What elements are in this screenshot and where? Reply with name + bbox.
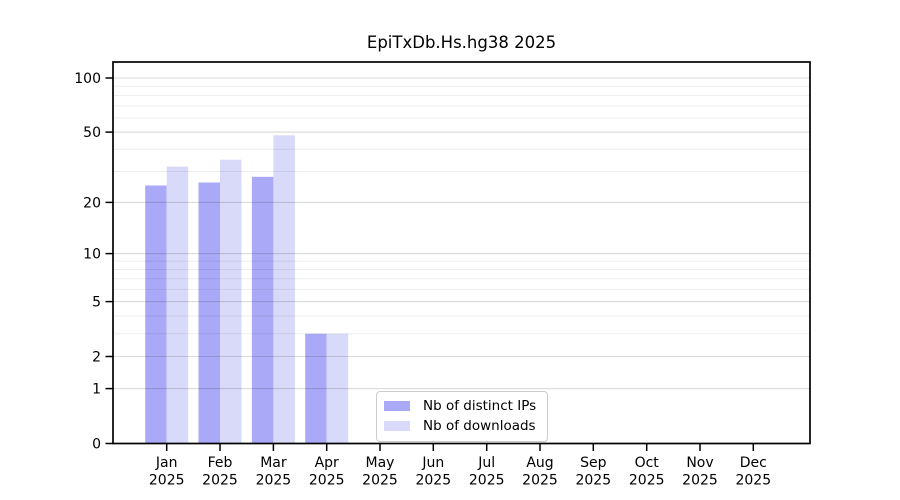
y-tick-label-100: 100 xyxy=(74,71,101,87)
chart-title: EpiTxDb.Hs.hg38 2025 xyxy=(366,33,557,52)
x-tick-label-jun: Jun 2025 xyxy=(415,455,451,489)
bar-distinct-ips-apr xyxy=(305,333,327,444)
legend: Nb of distinct IPs Nb of downloads xyxy=(376,391,549,442)
x-tick-label-dec: Dec 2025 xyxy=(735,455,771,489)
x-tick-label-apr: Apr 2025 xyxy=(309,455,345,489)
bar-distinct-ips-mar xyxy=(251,176,274,444)
legend-swatch-distinct-ips xyxy=(384,401,410,411)
bar-distinct-ips-jan xyxy=(145,185,167,444)
x-tick-label-aug: Aug 2025 xyxy=(522,455,558,489)
legend-label-distinct-ips: Nb of distinct IPs xyxy=(423,398,537,414)
y-tick-label-50: 50 xyxy=(83,125,101,141)
x-tick-label-jul: Jul 2025 xyxy=(469,455,505,489)
x-tick-label-oct: Oct 2025 xyxy=(629,455,665,489)
bar-downloads-mar xyxy=(273,135,295,444)
x-tick-label-nov: Nov 2025 xyxy=(682,455,718,489)
bar-distinct-ips-feb xyxy=(198,182,220,444)
x-tick-label-may: May 2025 xyxy=(362,455,398,489)
legend-label-downloads: Nb of downloads xyxy=(423,418,536,434)
y-tick-label-5: 5 xyxy=(92,295,101,311)
legend-swatch-downloads xyxy=(384,421,410,431)
bar-downloads-jan xyxy=(166,166,189,444)
y-tick-label-20: 20 xyxy=(83,195,101,211)
y-tick-label-2: 2 xyxy=(92,350,101,366)
axes-spines xyxy=(112,61,811,445)
bar-downloads-apr xyxy=(326,333,349,444)
x-tick-label-sep: Sep 2025 xyxy=(575,455,611,489)
x-tick-label-mar: Mar 2025 xyxy=(256,455,292,489)
x-tick-label-feb: Feb 2025 xyxy=(202,455,238,489)
x-tick-label-jan: Jan 2025 xyxy=(149,455,185,489)
y-tick-label-10: 10 xyxy=(83,247,101,263)
y-tick-label-1: 1 xyxy=(92,382,101,398)
y-tick-label-0: 0 xyxy=(92,437,101,453)
legend-item-distinct-ips: Nb of distinct IPs xyxy=(384,397,536,415)
bar-downloads-feb xyxy=(220,159,242,444)
legend-item-downloads: Nb of downloads xyxy=(384,417,536,435)
